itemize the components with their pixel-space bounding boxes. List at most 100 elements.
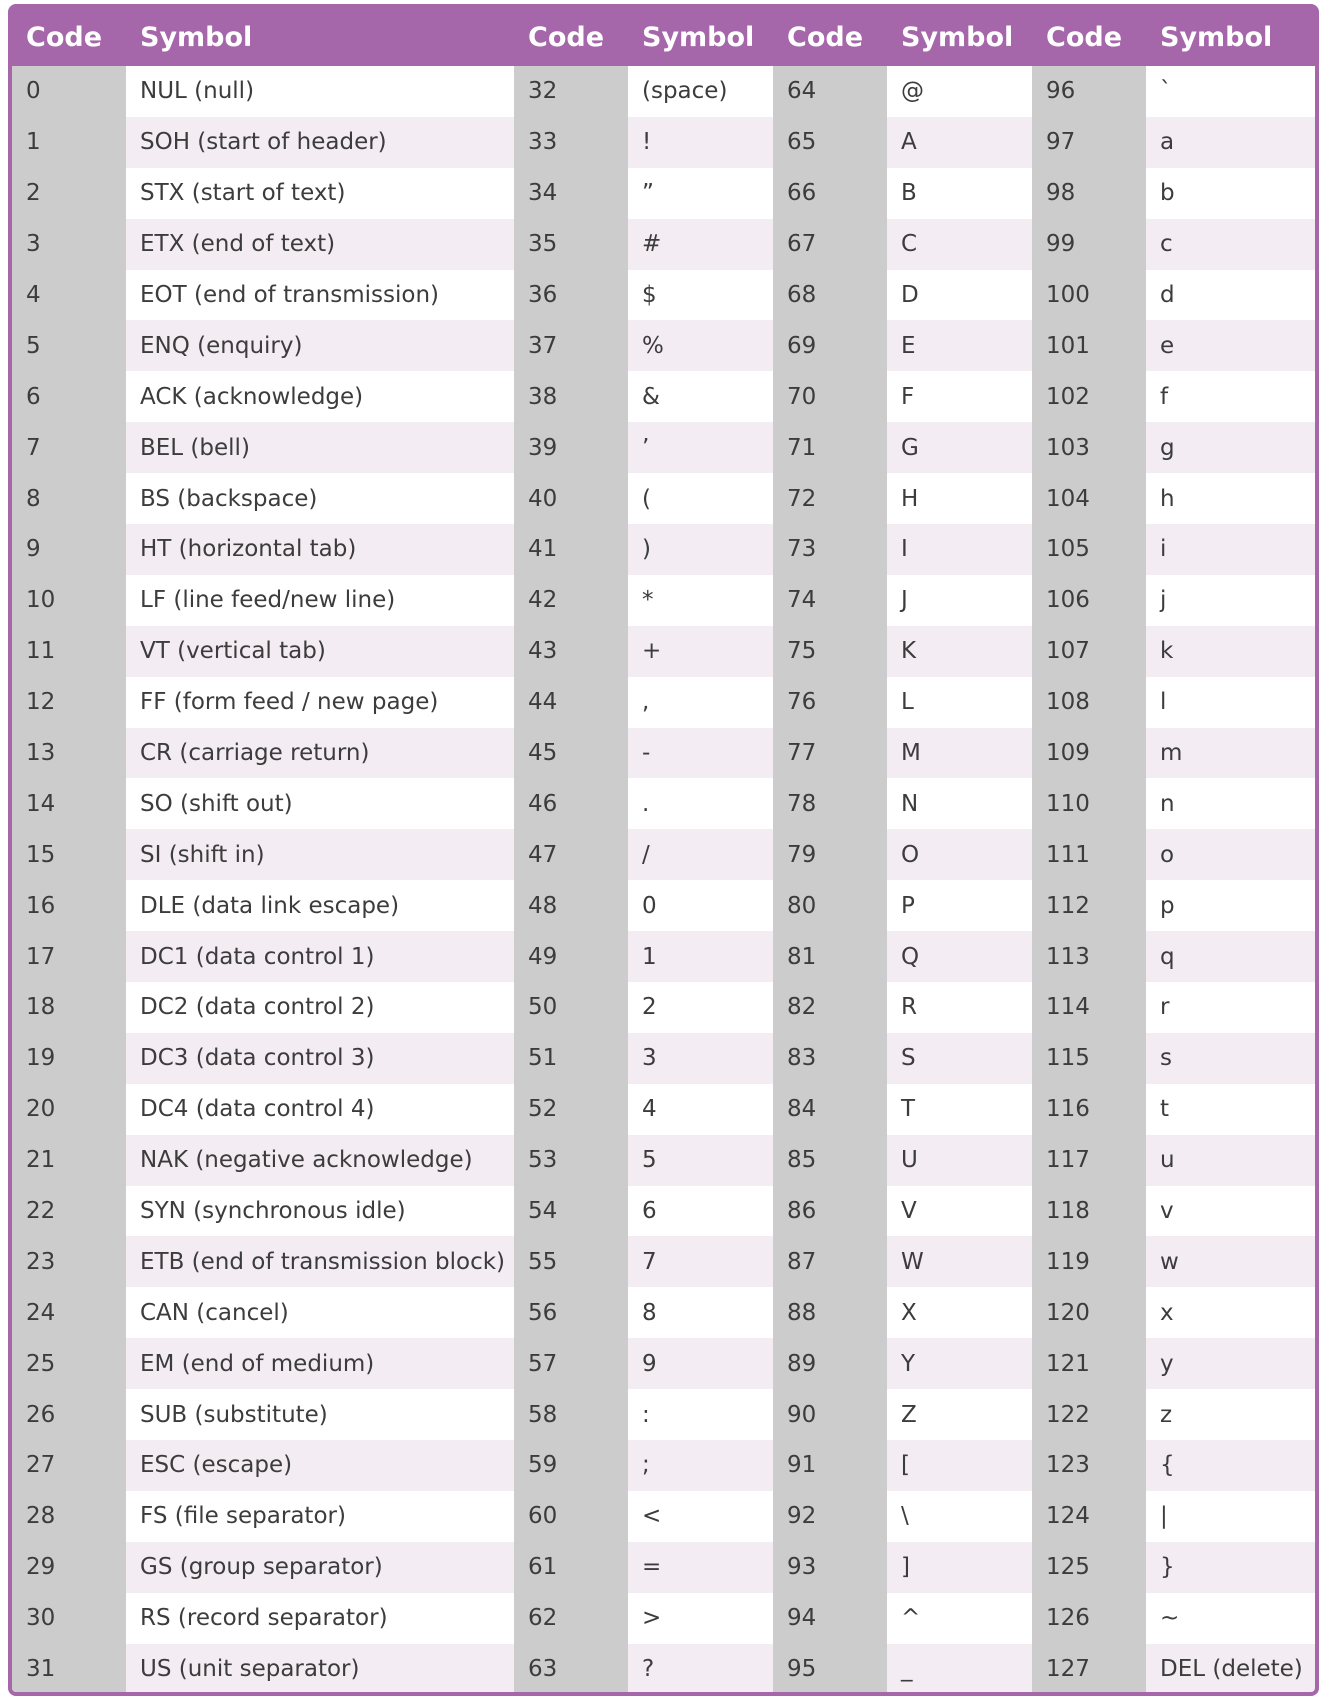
code-cell: 16	[12, 880, 126, 932]
code-cell: 3	[12, 218, 126, 270]
symbol-cell: DC2 (data control 2)	[140, 994, 375, 1021]
code-cell: 34	[514, 167, 628, 219]
code-cell: 75	[773, 625, 887, 677]
code-cell: 83	[773, 1032, 887, 1084]
code-cell: 18	[12, 982, 126, 1033]
symbol-cell: c	[1160, 231, 1173, 258]
symbol-cell: >	[642, 1605, 662, 1632]
symbol-cell: x	[1160, 1299, 1174, 1326]
symbol-cell: 8	[642, 1299, 657, 1326]
symbol-cell: BS (backspace)	[140, 485, 318, 512]
symbol-cell: VT (vertical tab)	[140, 638, 326, 665]
symbol-cell: STX (start of text)	[140, 180, 346, 207]
symbol-cell: )	[642, 536, 651, 563]
table-row: 29 GS (group separator) 61 = 93] 125}	[12, 1541, 1315, 1593]
symbol-cell: C	[901, 231, 918, 258]
code-cell: 86	[773, 1185, 887, 1237]
table-row: 17 DC1 (data control 1) 49 1 81 Q 113 q	[12, 931, 1315, 983]
code-cell: 56	[514, 1287, 628, 1339]
code-cell: 55	[514, 1236, 628, 1288]
code-cell: 94	[773, 1592, 887, 1644]
symbol-cell: G	[901, 434, 919, 461]
symbol-cell: B	[901, 180, 917, 207]
symbol-cell: DC1 (data control 1)	[140, 943, 375, 970]
symbol-cell: 3	[642, 1045, 657, 1072]
code-cell: 100	[1032, 269, 1146, 321]
table-row: 6 ACK (acknowledge) 38 & 70 F 102 f	[12, 371, 1315, 423]
code-cell: 74	[773, 574, 887, 626]
symbol-cell: O	[901, 841, 920, 868]
symbol-cell: X	[901, 1299, 917, 1326]
table-row: 28 FS (file separator) 60 <92 \ 124 |	[12, 1490, 1315, 1542]
symbol-cell: DC4 (data control 4)	[140, 1096, 375, 1123]
code-cell: 93	[773, 1541, 887, 1593]
code-cell: 53	[514, 1134, 628, 1186]
symbol-cell: A	[901, 129, 917, 156]
code-cell: 59	[514, 1440, 628, 1491]
header-symbol: Symbol	[126, 8, 514, 66]
code-cell: 110	[1032, 778, 1146, 830]
code-cell: 106	[1032, 574, 1146, 626]
code-cell: 69	[773, 320, 887, 372]
ascii-table: Code Symbol Code Symbol Code Symbol Code…	[12, 8, 1315, 1692]
code-cell: 87	[773, 1236, 887, 1288]
symbol-cell: h	[1160, 485, 1175, 512]
symbol-cell: SOH (start of header)	[140, 129, 387, 156]
code-cell: 54	[514, 1185, 628, 1237]
header-row: Code Symbol Code Symbol Code Symbol Code…	[12, 8, 1315, 66]
symbol-cell: T	[901, 1096, 916, 1123]
symbol-cell: +	[642, 638, 662, 665]
table-row: 30 RS (record separator) 62 >94 ^ 126 ~	[12, 1592, 1315, 1644]
symbol-cell: Q	[901, 943, 920, 970]
symbol-cell: S	[901, 1045, 916, 1072]
code-cell: 95	[773, 1643, 887, 1692]
table-row: 26 SUB (substitute) 58: 90 Z 122 z	[12, 1389, 1315, 1441]
symbol-cell: I	[901, 536, 908, 563]
code-cell: 125	[1032, 1541, 1146, 1593]
symbol-cell: i	[1160, 536, 1167, 563]
code-cell: 66	[773, 167, 887, 219]
code-cell: 42	[514, 574, 628, 626]
table-row: 10 LF (line feed/new line) 42 * 74 J 106 j	[12, 574, 1315, 626]
symbol-cell: U	[901, 1147, 918, 1174]
table-row: 12 FF (form feed / new page) 44, 76 L 108 l	[12, 676, 1315, 728]
header-symbol: Symbol	[628, 8, 773, 66]
code-cell: 77	[773, 727, 887, 779]
code-cell: 122	[1032, 1389, 1146, 1441]
table-row: 20 DC4 (data control 4) 52 4 84 T 116 t	[12, 1083, 1315, 1135]
code-cell: 115	[1032, 1032, 1146, 1084]
symbol-cell: m	[1160, 740, 1183, 767]
code-cell: 96	[1032, 66, 1146, 117]
code-cell: 6	[12, 371, 126, 423]
code-cell: 12	[12, 676, 126, 728]
code-cell: 120	[1032, 1287, 1146, 1339]
symbol-cell: CAN (cancel)	[140, 1299, 289, 1326]
symbol-cell: M	[901, 740, 921, 767]
code-cell: 38	[514, 371, 628, 423]
symbol-cell: v	[1160, 1198, 1174, 1225]
symbol-cell: s	[1160, 1045, 1172, 1072]
symbol-cell: ~	[1160, 1605, 1180, 1632]
code-cell: 47	[514, 829, 628, 881]
table-row: 3 ETX (end of text) 35 #67 C 99 c	[12, 218, 1315, 270]
code-cell: 105	[1032, 524, 1146, 575]
symbol-cell: u	[1160, 1147, 1175, 1174]
code-cell: 101	[1032, 320, 1146, 372]
code-cell: 92	[773, 1490, 887, 1542]
code-cell: 89	[773, 1338, 887, 1390]
code-cell: 58	[514, 1389, 628, 1441]
header-symbol: Symbol	[887, 8, 1032, 66]
code-cell: 63	[514, 1643, 628, 1692]
code-cell: 1	[12, 116, 126, 168]
symbol-cell: DC3 (data control 3)	[140, 1045, 375, 1072]
code-cell: 29	[12, 1541, 126, 1593]
code-cell: 51	[514, 1032, 628, 1084]
code-cell: 73	[773, 524, 887, 575]
code-cell: 39	[514, 422, 628, 474]
code-cell: 25	[12, 1338, 126, 1390]
table-row: 9 HT (horizontal tab) 41) 73 I 105 i	[12, 524, 1315, 575]
symbol-cell: b	[1160, 180, 1175, 207]
table-row: 24 CAN (cancel) 56 8 88 X 120 x	[12, 1287, 1315, 1339]
symbol-cell: &	[642, 383, 660, 410]
code-cell: 119	[1032, 1236, 1146, 1288]
